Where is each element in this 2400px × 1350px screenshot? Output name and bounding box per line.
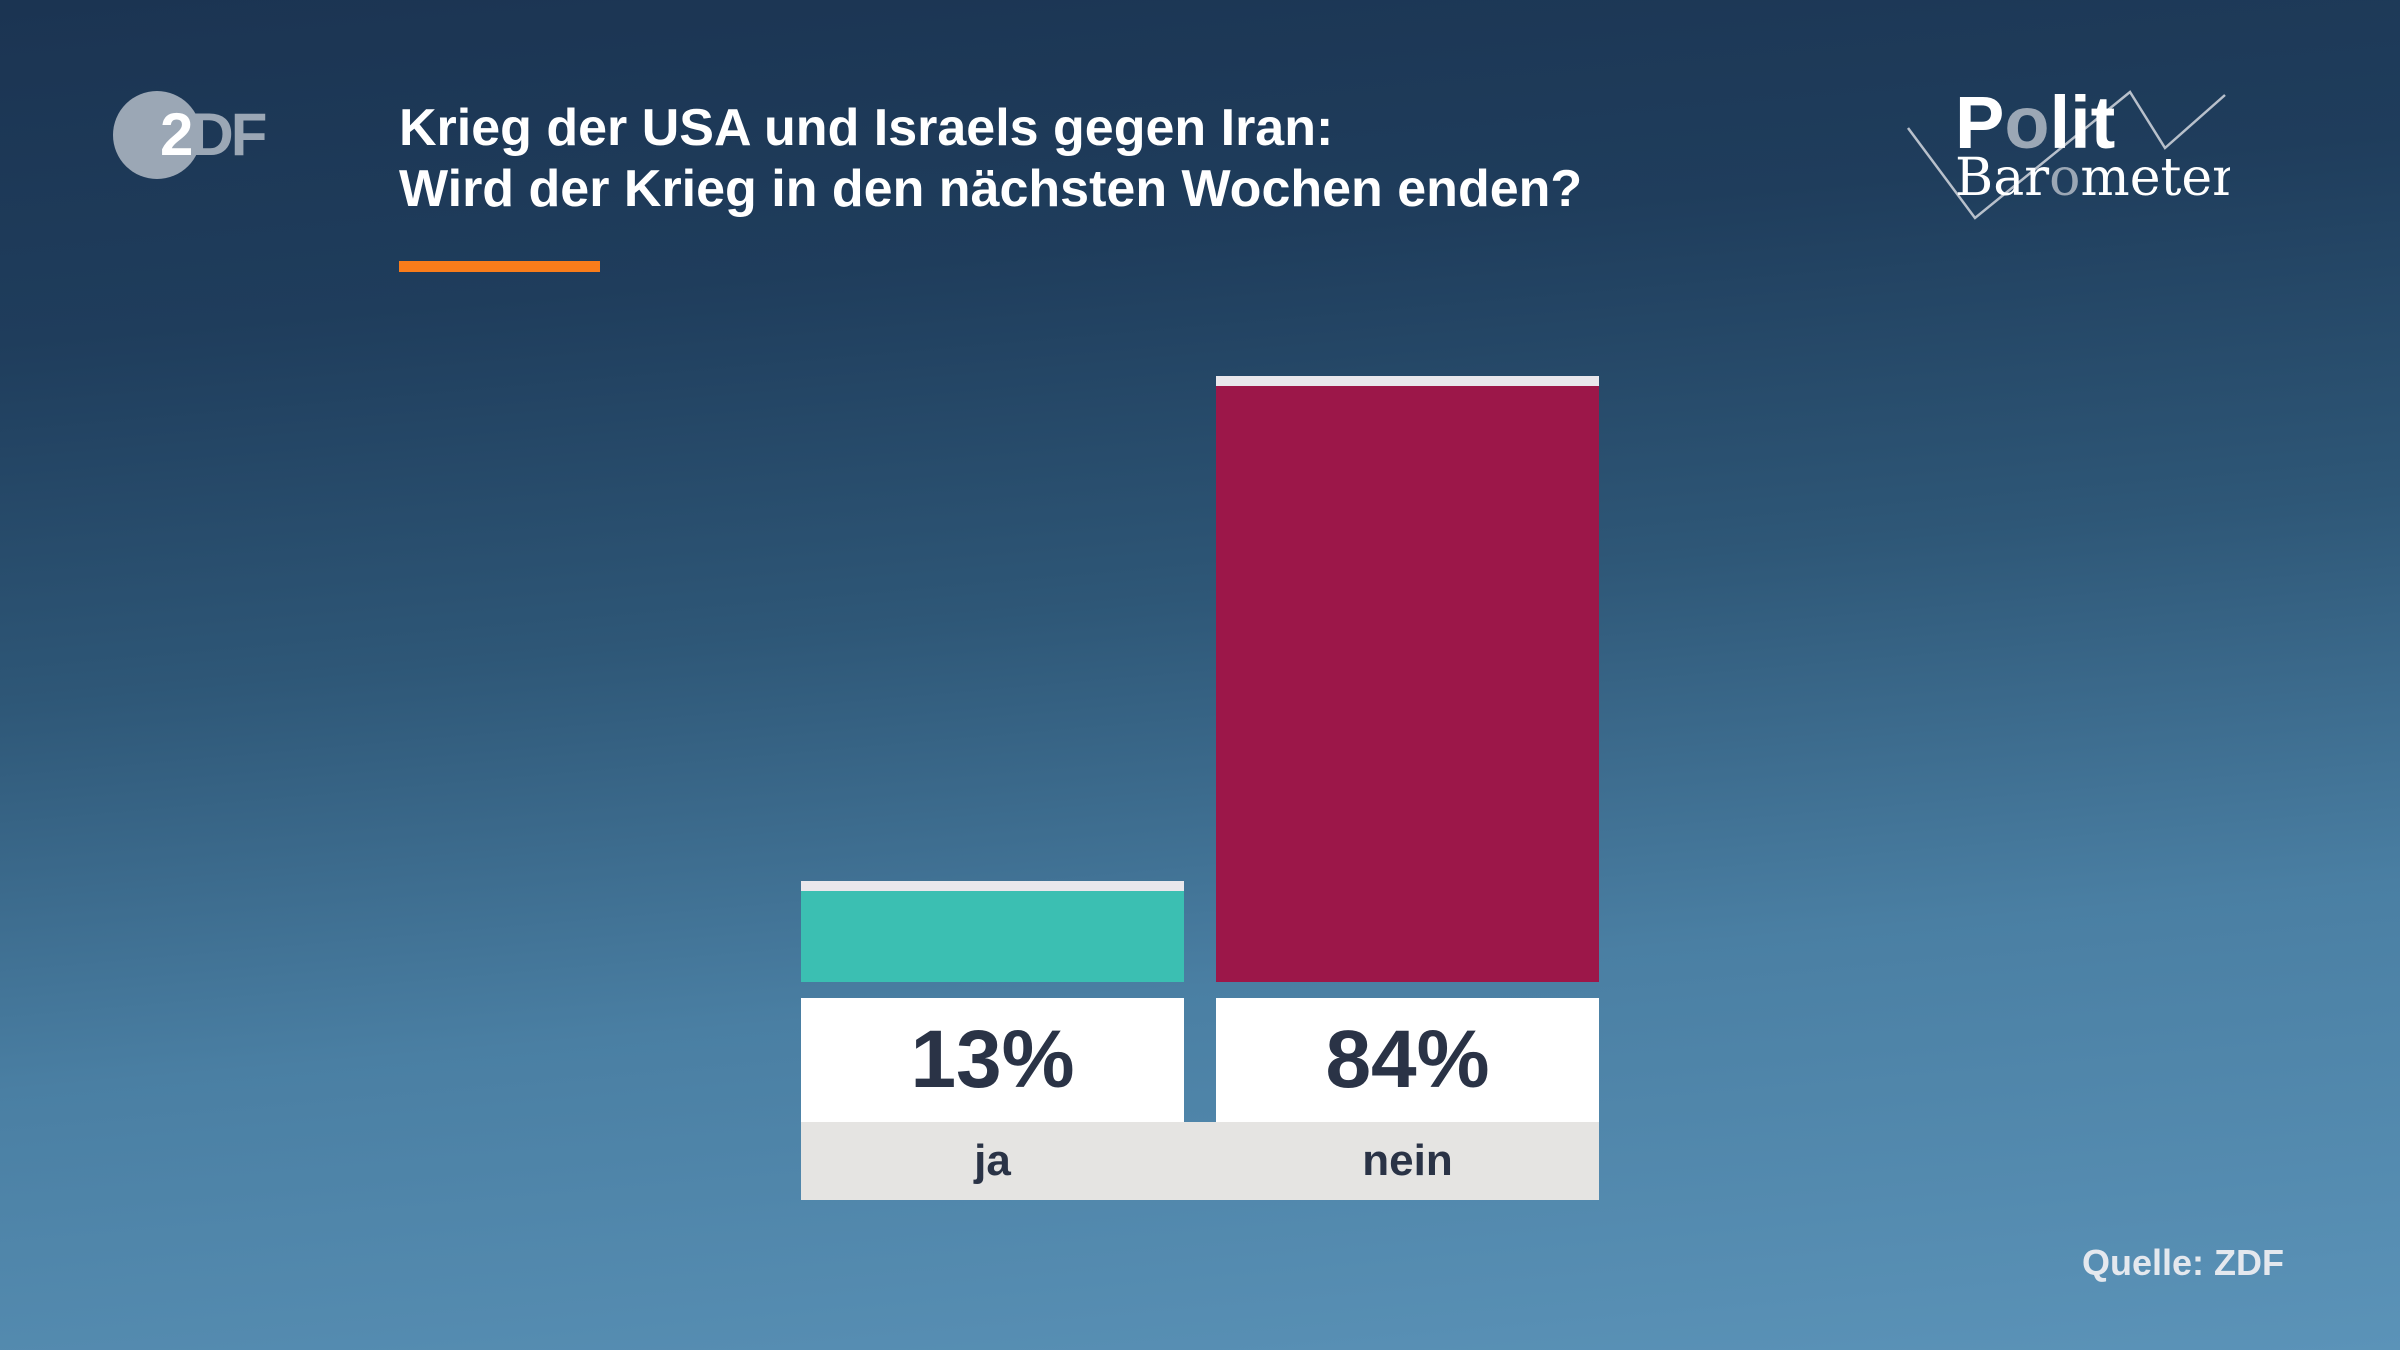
title-accent-bar xyxy=(399,261,600,272)
svg-text:Barometer: Barometer xyxy=(1955,148,2230,208)
bar-top-strip-nein xyxy=(1216,376,1599,386)
chart-title: Krieg der USA und Israels gegen Iran: Wi… xyxy=(399,99,1583,218)
bar-top-strip-ja xyxy=(801,881,1184,892)
politbarometer-logo: Polit Barometer xyxy=(1906,81,2230,220)
category-label-band xyxy=(801,1122,1599,1200)
zdf-logo: 2DF xyxy=(160,101,267,168)
category-label-ja: ja xyxy=(974,1136,1011,1185)
value-label-ja: 13% xyxy=(801,998,1184,1122)
source-note: Quelle: ZDF xyxy=(2082,1242,2285,1283)
zdf-logo-circle xyxy=(113,91,201,179)
svg-text:Polit: Polit xyxy=(1955,81,2115,164)
category-label-nein: nein xyxy=(1362,1136,1453,1185)
bar-nein xyxy=(1216,384,1599,982)
value-label-nein: 84% xyxy=(1216,998,1599,1122)
bar-ja xyxy=(801,889,1184,982)
